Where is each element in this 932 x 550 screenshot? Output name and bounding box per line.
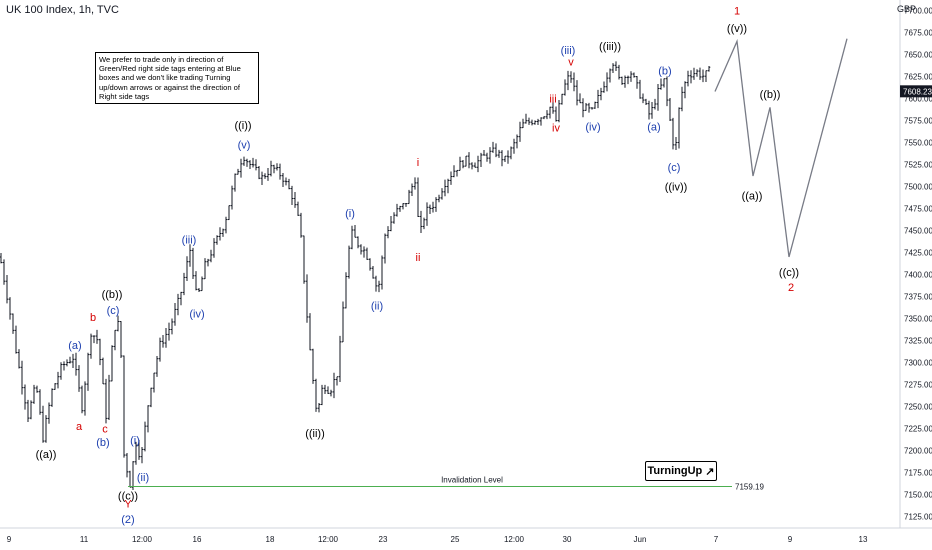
projection-path xyxy=(714,38,848,258)
last-price-label: 7608.23 xyxy=(903,87,932,96)
candles-group xyxy=(0,61,711,491)
currency-label: GBP xyxy=(896,4,916,14)
wave-label: (b) xyxy=(96,437,109,449)
y-tick-label: 7450.00 xyxy=(904,227,932,236)
y-tick-label: 7375.00 xyxy=(904,293,932,302)
wave-label: (ii) xyxy=(371,300,383,312)
wave-labels-group: ((a))a(a)bc(b)((b))(c)(i)(ii)((c))Y(2)(i… xyxy=(36,6,799,527)
wave-label: (ii) xyxy=(137,472,149,484)
y-tick-label: 7425.00 xyxy=(904,249,932,258)
wave-label: (iv) xyxy=(189,308,204,320)
wave-label: (a) xyxy=(647,122,660,134)
invalidation-value: 7159.19 xyxy=(735,482,764,491)
wave-label: ((i)) xyxy=(234,120,251,132)
wave-label: (i) xyxy=(345,208,355,220)
wave-label: a xyxy=(76,421,83,433)
x-tick-label: 11 xyxy=(80,535,89,544)
x-tick-label: 18 xyxy=(266,535,275,544)
x-tick-label: 13 xyxy=(859,535,868,544)
wave-label: (c) xyxy=(668,162,681,174)
y-tick-label: 7625.00 xyxy=(904,73,932,82)
wave-label: (b) xyxy=(658,65,671,77)
y-tick-label: 7125.00 xyxy=(904,513,932,522)
y-tick-label: 7600.00 xyxy=(904,95,932,104)
wave-label: ((v)) xyxy=(727,23,747,35)
wave-label: ii xyxy=(416,252,421,264)
wave-label: (2) xyxy=(121,514,134,526)
wave-label: Y xyxy=(124,498,132,510)
arrow-up-right-icon: ↗ xyxy=(705,465,715,478)
wave-label: ((a)) xyxy=(36,449,57,461)
y-tick-label: 7175.00 xyxy=(904,469,932,478)
wave-label: ((ii)) xyxy=(305,428,325,440)
wave-label: i xyxy=(417,157,419,169)
wave-label: v xyxy=(568,57,574,69)
y-tick-label: 7475.00 xyxy=(904,205,932,214)
wave-label: ((b)) xyxy=(760,89,781,101)
y-tick-label: 7150.00 xyxy=(904,491,932,500)
strategy-note: We prefer to trade only in direction of … xyxy=(95,52,259,105)
x-tick-label: 30 xyxy=(563,535,572,544)
y-tick-label: 7250.00 xyxy=(904,403,932,412)
y-tick-label: 7700.00 xyxy=(904,7,932,16)
wave-label: ((iii)) xyxy=(599,41,621,53)
wave-label: c xyxy=(102,424,108,436)
wave-label: (iii) xyxy=(182,234,197,246)
y-tick-label: 7350.00 xyxy=(904,315,932,324)
wave-label: 1 xyxy=(734,6,740,18)
wave-label: ((a)) xyxy=(742,190,763,202)
x-tick-label: 9 xyxy=(7,535,12,544)
x-tick-label: 12:00 xyxy=(318,535,339,544)
brand-badge: TurningUp ↗ xyxy=(645,461,717,481)
y-tick-label: 7500.00 xyxy=(904,183,932,192)
y-tick-label: 7325.00 xyxy=(904,337,932,346)
wave-label: ((c)) xyxy=(779,267,799,279)
brand-label: TurningUp xyxy=(647,465,703,477)
y-tick-label: 7525.00 xyxy=(904,161,932,170)
x-tick-label: 9 xyxy=(788,535,793,544)
x-tick-label: 7 xyxy=(714,535,719,544)
wave-label: (c) xyxy=(107,305,120,317)
wave-label: (a) xyxy=(68,340,81,352)
y-tick-label: 7650.00 xyxy=(904,51,932,60)
y-tick-label: 7225.00 xyxy=(904,425,932,434)
last-price-tag xyxy=(900,85,932,98)
wave-label: (iii) xyxy=(561,45,576,57)
x-tick-label: 25 xyxy=(451,535,460,544)
y-tick-label: 7300.00 xyxy=(904,359,932,368)
y-tick-label: 7400.00 xyxy=(904,271,932,280)
wave-label: (v) xyxy=(238,139,251,151)
invalidation-group: Invalidation Level 7159.19 xyxy=(128,475,764,491)
wave-label: ((b)) xyxy=(102,289,123,301)
chart-title: UK 100 Index, 1h, TVC xyxy=(6,4,119,16)
wave-label: ((iv)) xyxy=(665,182,688,194)
y-tick-label: 7200.00 xyxy=(904,447,932,456)
wave-label: (iv) xyxy=(585,122,600,134)
y-tick-label: 7675.00 xyxy=(904,29,932,38)
x-tick-label: Jun xyxy=(634,535,647,544)
wave-label: b xyxy=(90,312,96,324)
y-tick-label: 7275.00 xyxy=(904,381,932,390)
x-tick-label: 12:00 xyxy=(504,535,525,544)
invalidation-label: Invalidation Level xyxy=(441,475,503,484)
projection-group xyxy=(714,38,848,258)
y-tick-label: 7575.00 xyxy=(904,117,932,126)
x-tick-label: 16 xyxy=(193,535,202,544)
y-tick-label: 7550.00 xyxy=(904,139,932,148)
wave-label: ((c)) xyxy=(118,490,138,502)
wave-label: 2 xyxy=(788,282,794,294)
wave-label: iii xyxy=(549,94,556,106)
wave-label: iv xyxy=(552,123,560,135)
x-tick-label: 12:00 xyxy=(132,535,153,544)
x-tick-label: 23 xyxy=(379,535,388,544)
wave-label: (i) xyxy=(130,435,140,447)
